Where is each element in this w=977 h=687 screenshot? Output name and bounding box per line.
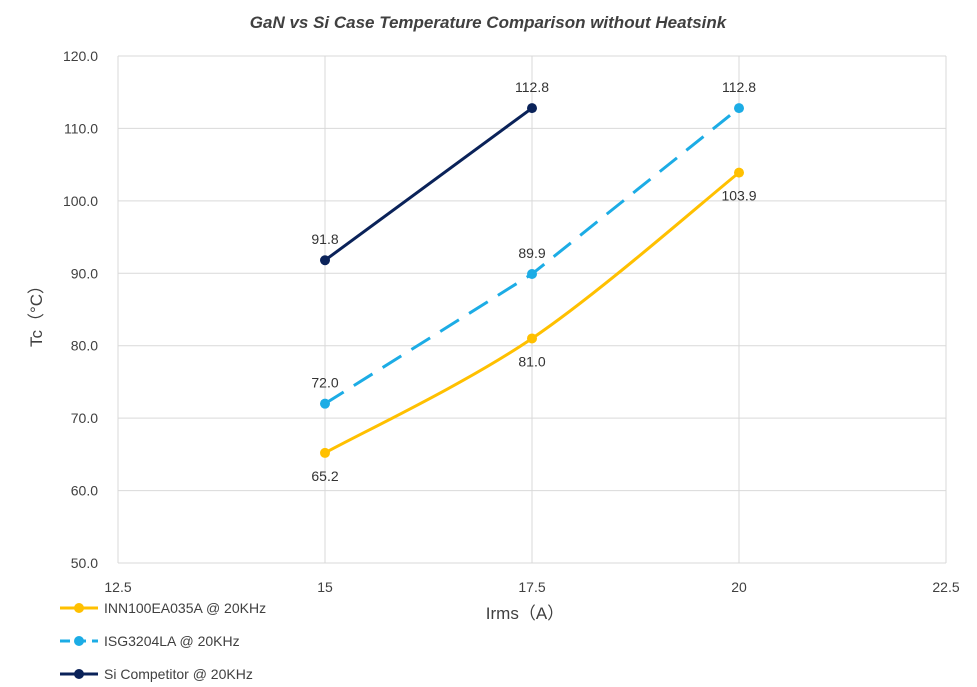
y-tick-label: 120.0: [63, 48, 98, 64]
legend-label: INN100EA035A @ 20KHz: [104, 600, 266, 616]
y-tick-label: 70.0: [71, 410, 98, 426]
series-3: 91.8 112.8: [311, 79, 549, 266]
data-point: [527, 103, 537, 114]
data-label: 112.8: [722, 79, 756, 95]
data-point: [527, 269, 537, 280]
data-point: [320, 255, 330, 266]
series-2: 72.0 89.9 112.8: [311, 79, 756, 409]
x-tick-label: 12.5: [104, 579, 131, 595]
x-tick-label: 17.5: [518, 579, 545, 595]
legend-item: Si Competitor @ 20KHz: [60, 666, 253, 682]
y-tick-label: 100.0: [63, 193, 98, 209]
data-label: 89.9: [518, 245, 545, 261]
data-label: 72.0: [311, 375, 338, 391]
y-ticks: 50.0 60.0 70.0 80.0 90.0 100.0 110.0 120.0: [63, 48, 98, 571]
chart-title: GaN vs Si Case Temperature Comparison wi…: [250, 13, 728, 32]
series-group: 65.2 81.0 103.9 72.0 89.9 112.8 91.8 112.8: [311, 79, 756, 484]
x-axis-label: Irms（A）: [486, 604, 564, 623]
data-point: [320, 447, 330, 458]
data-label: 91.8: [311, 231, 338, 247]
y-tick-label: 50.0: [71, 555, 98, 571]
y-tick-label: 90.0: [71, 265, 98, 281]
x-tick-label: 22.5: [932, 579, 959, 595]
legend-marker: [74, 669, 84, 679]
y-tick-label: 110.0: [64, 120, 98, 136]
data-label: 112.8: [515, 79, 549, 95]
legend-item: ISG3204LA @ 20KHz: [60, 633, 240, 649]
legend-label: Si Competitor @ 20KHz: [104, 666, 253, 682]
x-ticks: 12.5 15 17.5 20 22.5: [104, 579, 959, 595]
series-1: 65.2 81.0 103.9: [311, 167, 757, 484]
data-point: [734, 167, 744, 178]
legend-item: INN100EA035A @ 20KHz: [60, 600, 266, 616]
y-tick-label: 60.0: [71, 483, 98, 499]
legend-marker: [74, 603, 84, 613]
data-label: 81.0: [518, 353, 545, 369]
data-label: 103.9: [721, 188, 756, 204]
data-point: [734, 103, 744, 114]
data-label: 65.2: [311, 468, 338, 484]
x-tick-label: 20: [731, 579, 747, 595]
data-point: [320, 398, 330, 409]
legend: INN100EA035A @ 20KHz ISG3204LA @ 20KHz Si …: [60, 600, 266, 682]
x-tick-label: 15: [317, 579, 333, 595]
y-tick-label: 80.0: [71, 338, 98, 354]
legend-label: ISG3204LA @ 20KHz: [104, 633, 240, 649]
y-axis-label: Tc（°C）: [27, 277, 46, 347]
grid: [117, 55, 947, 564]
data-point: [527, 333, 537, 344]
series-line: [324, 106, 533, 262]
legend-marker: [74, 636, 84, 646]
